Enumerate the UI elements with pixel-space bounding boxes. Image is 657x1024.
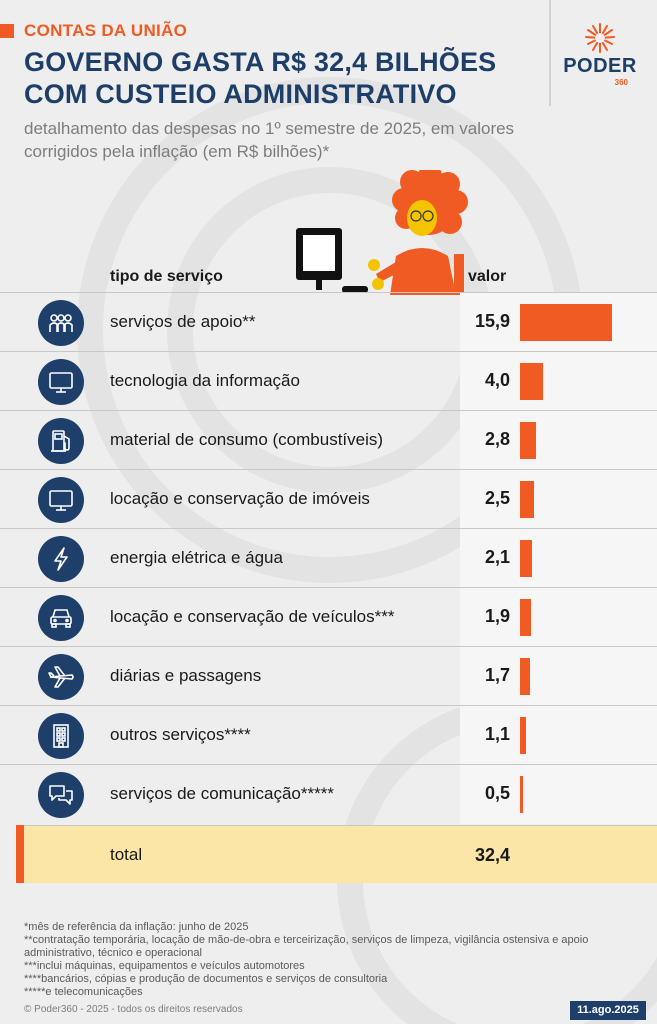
row-label: locação e conservação de veículos*** [110,607,395,626]
lightning-icon [38,536,84,582]
poder360-logo: PODER 360 [562,22,642,92]
total-label: total [110,845,143,864]
car-icon [38,595,84,641]
header-divider [549,0,551,106]
people-icon [38,300,84,346]
row-label: serviços de comunicação***** [110,784,334,803]
column-header-value: valor [468,268,507,285]
row-value: 4,0 [484,370,510,390]
row-value: 2,8 [484,429,510,449]
logo-number: 360 [614,78,628,87]
kicker: CONTAS DA UNIÃO [0,21,188,40]
total-value: 32,4 [474,845,510,865]
footnote: *mês de referência da inflação: junho de… [24,921,249,933]
footnote: ****bancários, cópias e produção de docu… [24,973,388,985]
value-bar [520,304,612,341]
table-row: material de consumo (combustíveis) 2,8 [0,410,657,469]
table-row: serviços de comunicação***** 0,5 [0,764,657,823]
row-label: tecnologia da informação [110,371,300,390]
copyright: © Poder360 - 2025 - todos os direitos re… [24,1004,243,1015]
table-row: serviços de apoio** 15,9 [0,292,657,351]
row-value: 2,1 [484,547,510,567]
kicker-bar [0,24,14,38]
building-icon [38,713,84,759]
fuel-pump-icon [38,418,84,464]
row-label: material de consumo (combustíveis) [110,430,384,449]
kicker-text: CONTAS DA UNIÃO [24,21,188,40]
row-label: diárias e passagens [110,666,262,685]
headline: GOVERNO GASTA R$ 32,4 BILHÕES COM CUSTEI… [24,47,497,109]
person-at-computer-illustration [296,170,468,295]
table-row: locação e conservação de veículos*** 1,9 [0,587,657,646]
row-value: 15,9 [474,311,510,331]
sun-logo-icon [585,23,615,53]
date-tag: 11.ago.2025 [570,1001,646,1020]
row-label: locação e conservação de imóveis [110,489,370,508]
footnote: ***inclui máquinas, equipamentos e veícu… [24,960,305,972]
value-column-band [460,292,657,824]
total-row-marker [16,825,24,883]
logo-word: PODER [563,55,637,77]
table-row: tecnologia da informação 4,0 [0,351,657,410]
total-row [16,825,657,883]
value-bar [520,717,526,754]
value-bar [520,658,530,695]
footnote: **contratação temporária, locação de mão… [24,934,589,959]
row-value: 2,5 [484,488,510,508]
monitor-icon [38,477,84,523]
column-header-service-type: tipo de serviço [110,268,223,285]
row-value: 0,5 [484,783,510,803]
subtitle: detalhamento das despesas no 1º semestre… [24,119,515,161]
table-row: diárias e passagens 1,7 [0,646,657,705]
row-value: 1,1 [484,724,510,744]
row-value: 1,9 [484,606,510,626]
value-bar [520,422,536,459]
row-value: 1,7 [484,665,510,685]
value-bar [520,363,543,400]
footnote: *****e telecomunicações [24,986,143,998]
airplane-icon [38,654,84,700]
value-bar [520,481,534,518]
monitor-icon [38,359,84,405]
value-bar [520,599,531,636]
row-label: outros serviços**** [110,725,251,744]
table-row: locação e conservação de imóveis 2,5 [0,469,657,528]
row-label: serviços de apoio** [110,312,256,331]
footnotes: *mês de referência da inflação: junho de… [24,921,624,999]
table-row: outros serviços**** 1,1 [0,705,657,764]
chat-bubbles-icon [38,772,84,818]
value-bar [520,540,532,577]
row-label: energia elétrica e água [110,548,283,567]
value-bar [520,776,523,813]
table-row: energia elétrica e água 2,1 [0,528,657,587]
